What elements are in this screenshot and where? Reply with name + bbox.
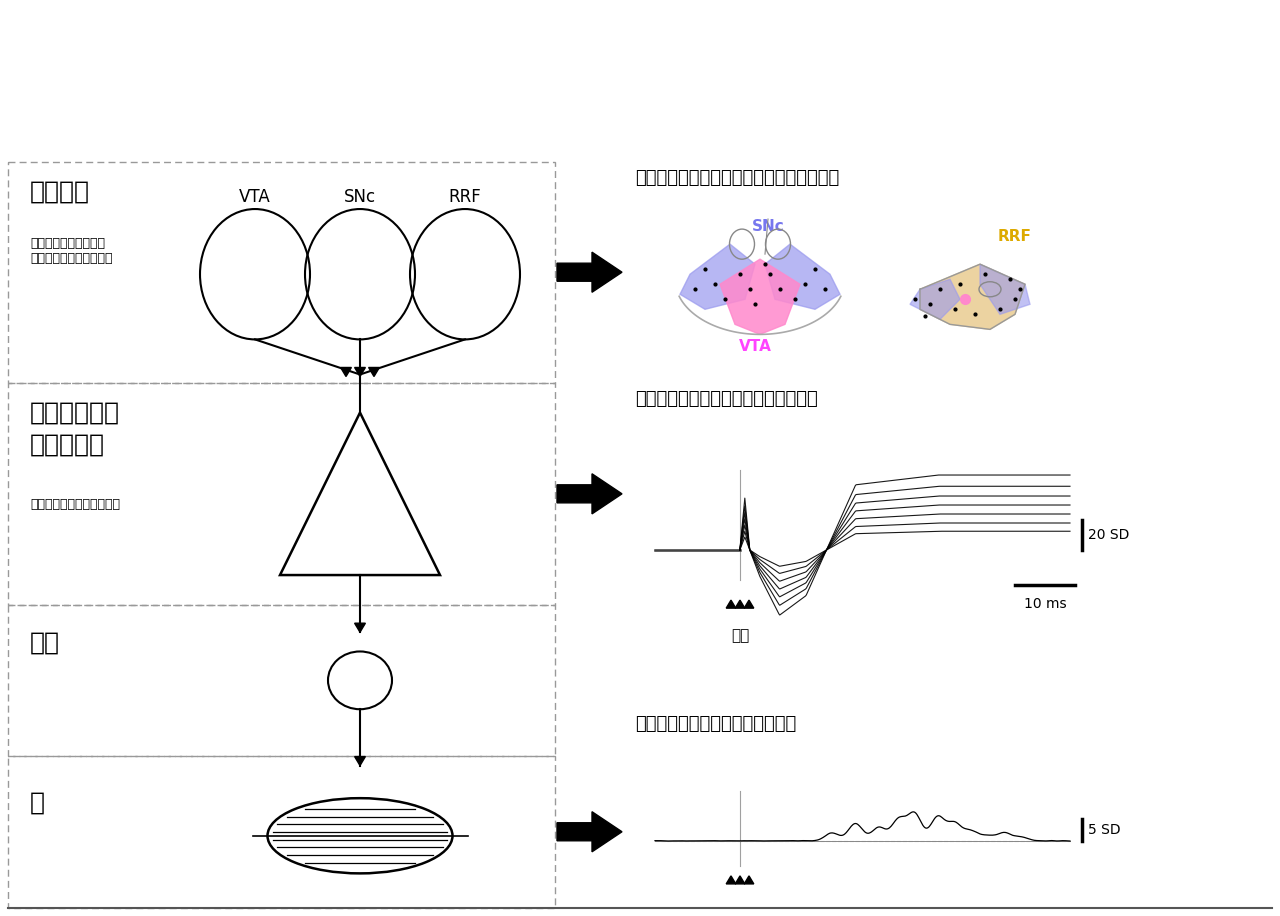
Bar [8, 605, 556, 756]
Text: ドーパミンニューロン
非ドーパミンニューロン: ドーパミンニューロン 非ドーパミンニューロン [29, 237, 113, 265]
Text: 腹側中脳: 腹側中脳 [29, 180, 90, 204]
Text: ～動機づけが運動パフォーマンスを高める神経経路～: ～動機づけが運動パフォーマンスを高める神経経路～ [399, 102, 881, 135]
Text: RRF: RRF [998, 229, 1032, 244]
Text: 脊髄へ越シナプス投射しているニューロン: 脊髄へ越シナプス投射しているニューロン [635, 169, 840, 187]
Text: 腹側中脳活性化に起因する筋活動: 腹側中脳活性化に起因する筋活動 [635, 715, 796, 734]
Text: 20 SD: 20 SD [1088, 528, 1129, 542]
Polygon shape [980, 264, 1030, 314]
FancyArrow shape [557, 474, 622, 514]
Polygon shape [369, 367, 379, 376]
Text: 腹側中脳 — 一次運動野 — 脊髄経路の発見: 腹側中脳 — 一次運動野 — 脊髄経路の発見 [370, 20, 910, 62]
Text: SNc: SNc [344, 188, 376, 206]
Text: VTA: VTA [739, 340, 772, 354]
Polygon shape [355, 757, 365, 766]
FancyArrow shape [557, 812, 622, 852]
Bar [8, 383, 556, 605]
Polygon shape [726, 600, 736, 608]
Text: RRF: RRF [448, 188, 481, 206]
Text: 運動性下行路
ニューロン: 運動性下行路 ニューロン [29, 400, 120, 456]
Polygon shape [910, 279, 960, 320]
Polygon shape [744, 600, 754, 608]
Polygon shape [735, 876, 745, 884]
Polygon shape [355, 367, 365, 376]
Text: VTA: VTA [239, 188, 271, 206]
Polygon shape [355, 623, 365, 632]
Text: 刺激: 刺激 [731, 628, 749, 643]
Text: 筋: 筋 [29, 791, 45, 814]
Text: 5 SD: 5 SD [1088, 823, 1120, 836]
Bar [8, 756, 556, 908]
Polygon shape [340, 367, 352, 376]
Text: SNc: SNc [751, 219, 785, 234]
Text: 皮質脊髄路ニューロンなど: 皮質脊髄路ニューロンなど [29, 497, 120, 511]
Text: 10 ms: 10 ms [1024, 597, 1066, 611]
Polygon shape [680, 245, 755, 310]
Polygon shape [920, 264, 1025, 330]
Polygon shape [765, 245, 840, 310]
Bar [8, 162, 556, 383]
Polygon shape [744, 876, 754, 884]
Polygon shape [735, 600, 745, 608]
Polygon shape [719, 259, 800, 334]
FancyArrow shape [557, 252, 622, 292]
Text: 腹側中脳活性化に起因する運動野活動: 腹側中脳活性化に起因する運動野活動 [635, 389, 818, 408]
Text: 脊髄: 脊髄 [29, 630, 60, 654]
Polygon shape [726, 876, 736, 884]
